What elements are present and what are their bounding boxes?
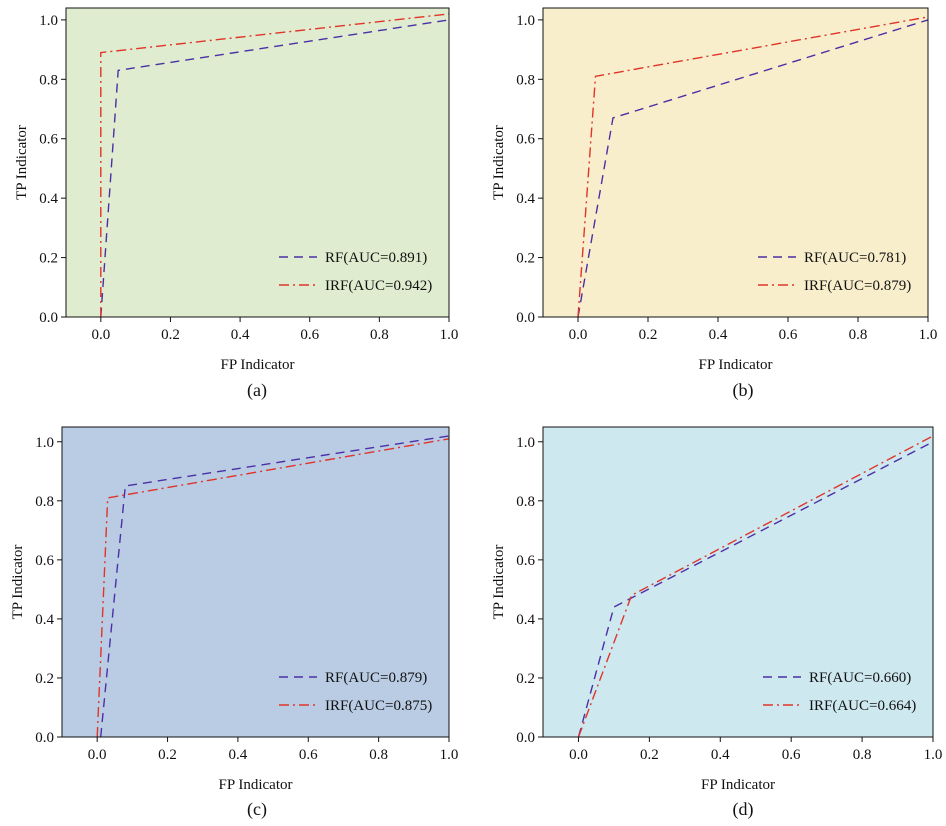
panel-caption: (d) — [733, 799, 754, 820]
x-tick-label: 0.8 — [849, 327, 868, 343]
y-tick-label: 0.4 — [39, 191, 58, 207]
y-tick-label: 1.0 — [39, 13, 58, 29]
x-tick-label: 1.0 — [924, 747, 943, 763]
y-tick-label: 0.6 — [35, 553, 54, 569]
y-tick-label: 0.0 — [39, 310, 58, 326]
legend-entry: RF(AUC=0.879) — [325, 670, 427, 686]
plot-frame — [61, 426, 450, 738]
legend-entry: IRF(AUC=0.942) — [325, 278, 432, 294]
x-axis-label: FP Indicator — [220, 357, 294, 373]
x-tick-label: 0.0 — [91, 327, 110, 343]
legend-entry: RF(AUC=0.660) — [809, 670, 911, 686]
x-tick-label: 0.6 — [779, 327, 798, 343]
y-tick-label: 1.0 — [516, 13, 535, 29]
x-tick-label: 0.0 — [569, 327, 588, 343]
x-tick-label: 0.0 — [569, 747, 588, 763]
legend-entry: IRF(AUC=0.664) — [809, 698, 916, 714]
x-tick-label: 0.2 — [640, 747, 659, 763]
chart-panel-d: 0.0 0.2 0.4 0.6 0.8 1.0 0.0 0.2 0.4 0.6 0.8 1.0 FP I… — [491, 426, 943, 820]
y-tick-label: 0.6 — [516, 132, 535, 148]
series-line-rf — [100, 435, 450, 738]
y-tick-label: 0.4 — [35, 612, 54, 628]
y-tick-label: 0.0 — [516, 310, 535, 326]
plot-frame — [65, 7, 450, 318]
chart-panel-c: 0.0 0.2 0.4 0.6 0.8 1.0 0.0 0.2 0.4 0.6 0.8 1.0 FP I… — [10, 426, 459, 820]
chart-panel-b: 0.0 0.2 0.4 0.6 0.8 1.0 0.0 0.2 0.4 0.6 0.8 1.0 FP I… — [491, 7, 938, 401]
y-tick-label: 0.8 — [39, 72, 58, 88]
x-tick-label: 0.2 — [161, 327, 180, 343]
x-axis-label: FP Indicator — [218, 777, 292, 793]
x-tick-label: 0.6 — [300, 327, 319, 343]
x-tick-label: 0.4 — [711, 747, 730, 763]
y-tick-label: 0.0 — [516, 730, 535, 746]
series-line-rf — [577, 19, 929, 318]
y-axis-label: TP Indicator — [491, 545, 507, 620]
x-tick-label: 0.2 — [158, 747, 177, 763]
x-tick-label: 0.4 — [231, 327, 250, 343]
series-line-rf — [100, 19, 450, 318]
y-tick-label: 0.2 — [35, 671, 54, 687]
x-tick-label: 0.8 — [853, 747, 872, 763]
y-tick-label: 0.6 — [516, 553, 535, 569]
x-tick-label: 1.0 — [440, 327, 459, 343]
x-tick-label: 0.0 — [88, 747, 107, 763]
y-tick-label: 0.8 — [35, 494, 54, 510]
legend-entry: IRF(AUC=0.879) — [804, 278, 911, 294]
y-tick-label: 0.0 — [35, 730, 54, 746]
plot-frame — [542, 7, 929, 318]
legend-entry: RF(AUC=0.781) — [804, 250, 906, 266]
x-tick-label: 0.2 — [639, 327, 658, 343]
x-tick-label: 0.4 — [229, 747, 248, 763]
chart-panel-a: 0.0 0.2 0.4 0.6 0.8 1.0 0.0 0.2 0.4 0.6 0.8 1.0 FP I… — [14, 7, 459, 401]
panel-caption: (c) — [247, 799, 267, 820]
series-line-irf — [577, 16, 929, 318]
x-tick-label: 0.6 — [782, 747, 801, 763]
x-tick-label: 0.4 — [709, 327, 728, 343]
plot-background — [66, 8, 449, 317]
panel-caption: (a) — [247, 380, 267, 401]
y-tick-label: 0.2 — [516, 251, 535, 267]
panel-caption: (b) — [733, 380, 754, 401]
x-tick-label: 1.0 — [919, 327, 938, 343]
y-tick-label: 0.8 — [516, 494, 535, 510]
x-tick-label: 0.8 — [369, 747, 388, 763]
y-tick-label: 0.8 — [516, 72, 535, 88]
plot-frame — [542, 426, 934, 738]
y-tick-label: 0.2 — [516, 671, 535, 687]
x-tick-label: 1.0 — [440, 747, 459, 763]
y-tick-label: 0.4 — [516, 612, 535, 628]
y-axis-label: TP Indicator — [491, 125, 507, 200]
y-tick-label: 1.0 — [516, 435, 535, 451]
x-tick-label: 0.8 — [370, 327, 389, 343]
plot-background — [543, 8, 928, 317]
x-axis-label: FP Indicator — [698, 357, 772, 373]
y-axis-label: TP Indicator — [14, 125, 30, 200]
legend-entry: RF(AUC=0.891) — [325, 250, 427, 266]
y-tick-label: 1.0 — [35, 435, 54, 451]
plot-background — [62, 427, 449, 737]
y-tick-label: 0.4 — [516, 191, 535, 207]
plot-background — [543, 427, 933, 737]
y-axis-label: TP Indicator — [10, 545, 26, 620]
x-axis-label: FP Indicator — [701, 777, 775, 793]
x-tick-label: 0.6 — [299, 747, 318, 763]
series-line-irf — [100, 13, 450, 317]
y-tick-label: 0.6 — [39, 132, 58, 148]
legend-entry: IRF(AUC=0.875) — [325, 698, 432, 714]
y-tick-label: 0.2 — [39, 251, 58, 267]
